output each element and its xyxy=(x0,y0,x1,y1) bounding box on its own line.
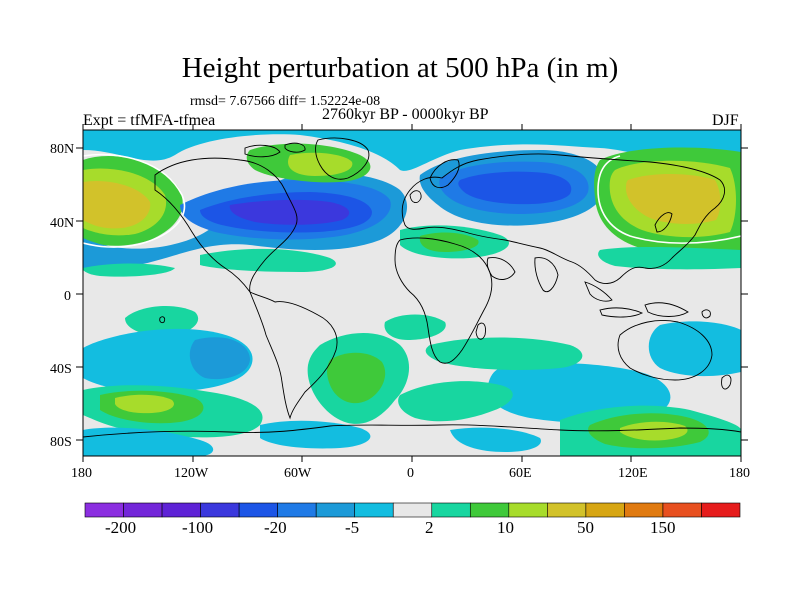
colorbar-cell xyxy=(123,502,163,518)
x-tick-label: 120E xyxy=(618,466,648,481)
x-tick-label: 60E xyxy=(509,466,532,481)
colorbar-cell xyxy=(354,502,394,518)
period-label: 2760kyr BP - 0000kyr BP xyxy=(322,106,489,123)
colorbar-cell xyxy=(277,502,317,518)
colorbar-cell xyxy=(508,502,548,518)
contour-fields xyxy=(83,130,741,456)
coastlines xyxy=(83,137,741,438)
colorbar-cell xyxy=(662,502,702,518)
y-tick-label: 80N xyxy=(50,142,75,157)
y-tick-label: 40N xyxy=(50,216,75,231)
colorbar-cell xyxy=(238,502,278,518)
colorbar-cell xyxy=(469,502,510,518)
colorbar-label: 50 xyxy=(577,518,594,537)
colorbar-label: -20 xyxy=(264,518,287,537)
colorbar-cell xyxy=(431,502,471,518)
chart-title: Height perturbation at 500 hPa (in m) xyxy=(181,52,619,84)
x-tick-label: 120W xyxy=(174,466,209,481)
colorbar-label: 150 xyxy=(650,518,676,537)
experiment-label: Expt = tfMFA-tfmea xyxy=(83,112,216,129)
colorbar-cell xyxy=(315,502,356,518)
x-tick-label: 180 xyxy=(729,466,750,481)
colorbar xyxy=(84,502,741,518)
y-tick-label: 80S xyxy=(50,435,72,450)
x-tick-label: 0 xyxy=(407,466,414,481)
rmsd-stats: rmsd= 7.67566 diff= 1.52224e-08 xyxy=(190,94,381,109)
colorbar-cell xyxy=(701,502,741,518)
colorbar-cell xyxy=(161,502,201,518)
colorbar-cell xyxy=(547,502,587,518)
axis-ticks xyxy=(76,124,748,462)
colorbar-cell xyxy=(84,502,124,518)
zero-contours xyxy=(83,153,741,248)
x-tick-label: 180 xyxy=(71,466,92,481)
colorbar-label: -200 xyxy=(105,518,137,537)
y-tick-label: 40S xyxy=(50,362,72,377)
colorbar-cell xyxy=(624,502,664,518)
colorbar-cell xyxy=(392,502,433,518)
colorbar-label: -5 xyxy=(345,518,360,537)
y-tick-label: 0 xyxy=(64,289,71,304)
colorbar-label: -100 xyxy=(182,518,214,537)
colorbar-label: 2 xyxy=(425,518,434,537)
colorbar-label: 10 xyxy=(497,518,514,537)
season-label: DJF xyxy=(712,112,739,129)
x-tick-label: 60W xyxy=(284,466,312,481)
colorbar-cell xyxy=(200,502,240,518)
colorbar-cell xyxy=(585,502,625,518)
